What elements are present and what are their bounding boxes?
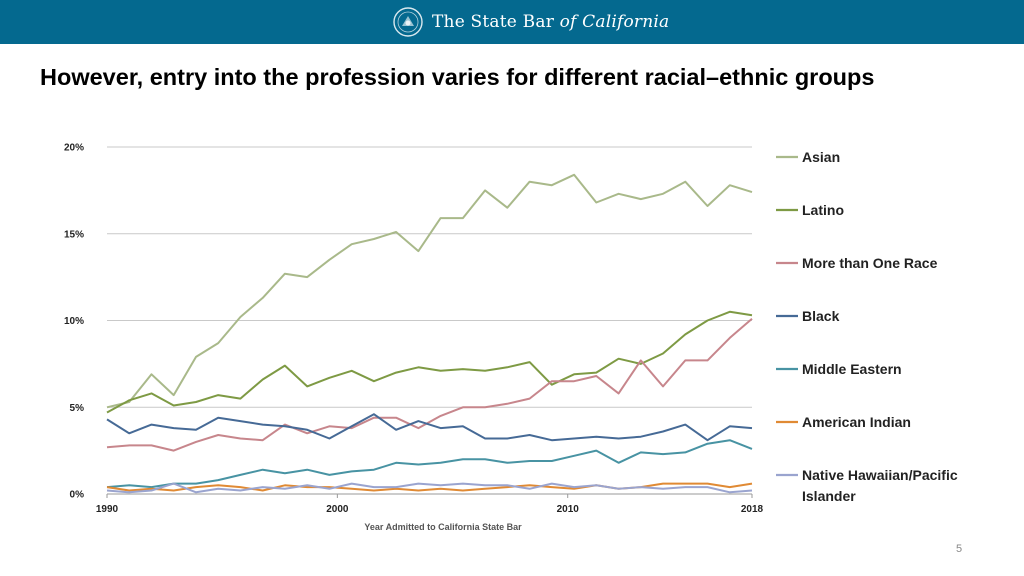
y-tick-label: 5% xyxy=(70,403,85,414)
brand-logo: The State Bar of California xyxy=(392,5,669,39)
series-line-native-hawaiian-pacific-islander xyxy=(106,482,753,494)
legend-label: Asian xyxy=(802,149,840,165)
series-line-asian xyxy=(106,173,753,409)
y-tick-label: 15% xyxy=(64,229,84,240)
x-tick-label: 2010 xyxy=(557,504,580,515)
x-axis-label: Year Admitted to California State Bar xyxy=(364,522,522,532)
series-line-middle-eastern xyxy=(106,439,753,489)
brand-name-italic: of California xyxy=(559,12,670,32)
y-tick-label: 10% xyxy=(64,316,84,327)
header-banner: The State Bar of California xyxy=(0,0,1024,44)
x-tick-label: 2018 xyxy=(741,504,764,515)
chart-series xyxy=(106,173,753,494)
x-tick-label: 2000 xyxy=(326,504,349,515)
x-axis-ticks: 1990 2000 2010 2018 xyxy=(96,494,764,515)
y-axis-ticks: 0% 5% 10% 15% 20% xyxy=(64,143,84,501)
chart-legend: Asian Latino More than One Race Black Middle… xyxy=(776,149,958,504)
legend-label: More than One Race xyxy=(802,255,938,271)
legend-label: Middle Eastern xyxy=(802,361,902,377)
series-line-latino xyxy=(106,310,753,414)
legend-label: Latino xyxy=(802,202,844,218)
brand-name-main: The State Bar xyxy=(432,12,555,32)
x-tick-label: 1990 xyxy=(96,504,119,515)
brand-name: The State Bar of California xyxy=(432,12,669,32)
legend-label: Islander xyxy=(802,488,856,504)
series-line-more-than-one-race xyxy=(106,318,753,452)
state-bar-seal-icon xyxy=(393,7,423,37)
y-tick-label: 0% xyxy=(70,490,85,501)
legend-label: American Indian xyxy=(802,414,911,430)
chart-gridlines xyxy=(107,146,752,495)
legend-label: Black xyxy=(802,308,840,324)
series-line-black xyxy=(106,413,753,442)
legend-label: Native Hawaiian/Pacific xyxy=(802,467,958,483)
y-tick-label: 20% xyxy=(64,143,84,154)
slide-title: However, entry into the profession varie… xyxy=(40,64,875,90)
page-number: 5 xyxy=(956,543,963,555)
